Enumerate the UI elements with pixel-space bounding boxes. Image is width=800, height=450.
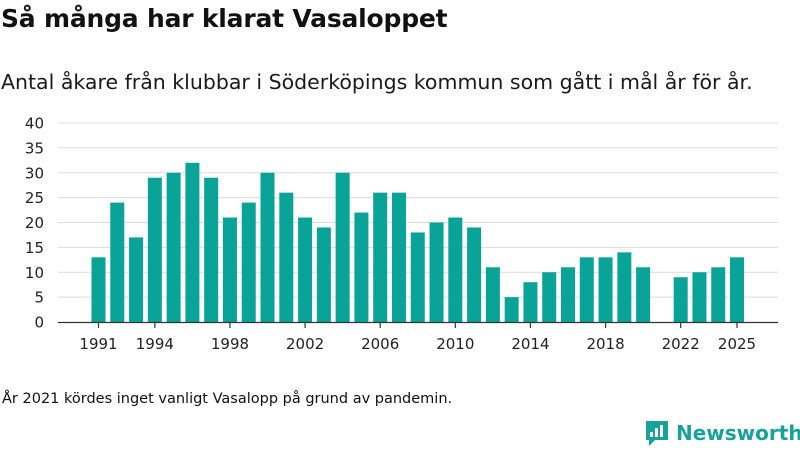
bar-1998[interactable]	[222, 217, 237, 322]
bar-2023[interactable]	[692, 272, 707, 322]
bar-1996[interactable]	[185, 162, 200, 322]
x-tick-label: 2002	[286, 335, 324, 353]
page-title: Så många har klarat Vasaloppet	[1, 4, 448, 33]
bar-2008[interactable]	[410, 232, 425, 322]
newsworthy-logo-icon	[646, 421, 668, 446]
bar-1999[interactable]	[241, 202, 256, 322]
y-tick-label: 15	[25, 239, 44, 257]
y-tick-label: 20	[25, 214, 44, 232]
bar-2014[interactable]	[523, 282, 538, 322]
bar-2006[interactable]	[373, 192, 388, 322]
bar-1994[interactable]	[147, 177, 162, 322]
bar-2025[interactable]	[730, 257, 745, 322]
bar-2013[interactable]	[504, 297, 519, 322]
x-tick-label: 2018	[586, 335, 624, 353]
newsworthy-logo[interactable]: Newsworthy	[644, 419, 800, 447]
bar-2003[interactable]	[316, 227, 331, 322]
bar-2019[interactable]	[617, 252, 632, 322]
footnote: År 2021 kördes inget vanligt Vasalopp på…	[2, 391, 453, 407]
x-tick-label: 1998	[211, 335, 249, 353]
x-tick-label: 1994	[136, 335, 174, 353]
y-tick-label: 5	[34, 289, 44, 307]
bar-2002[interactable]	[298, 217, 313, 322]
bar-1997[interactable]	[204, 177, 219, 322]
bar-2015[interactable]	[542, 272, 557, 322]
bar-2016[interactable]	[561, 267, 575, 322]
y-tick-label: 25	[25, 189, 44, 207]
brand-name: Newsworthy	[676, 421, 800, 445]
y-tick-label: 35	[25, 139, 44, 157]
bar-1992[interactable]	[110, 202, 125, 322]
y-tick-label: 10	[25, 264, 44, 282]
bar-2022[interactable]	[673, 277, 688, 322]
x-tick-label: 2025	[718, 335, 756, 353]
bar-2004[interactable]	[335, 172, 350, 322]
x-tick-label: 2022	[662, 335, 700, 353]
bar-2017[interactable]	[579, 257, 594, 322]
bar-2024[interactable]	[711, 267, 726, 322]
bar-2010[interactable]	[448, 217, 463, 322]
bar-2007[interactable]	[391, 192, 406, 322]
bar-2011[interactable]	[467, 227, 482, 322]
chart-subtitle: Antal åkare från klubbar i Söderköpings …	[1, 70, 753, 94]
bar-2000[interactable]	[260, 172, 275, 322]
x-tick-label: 2010	[436, 335, 474, 353]
bar-1991[interactable]	[91, 257, 106, 322]
x-tick-label: 2014	[511, 335, 549, 353]
bar-2009[interactable]	[429, 222, 444, 323]
x-tick-label: 1991	[79, 335, 117, 353]
bar-1995[interactable]	[166, 172, 181, 322]
y-tick-label: 0	[34, 314, 44, 332]
bar-1993[interactable]	[129, 237, 144, 322]
bar-2012[interactable]	[485, 267, 500, 322]
bar-2018[interactable]	[598, 257, 613, 322]
bar-2001[interactable]	[279, 192, 294, 322]
x-tick-label: 2006	[361, 335, 399, 353]
y-tick-label: 40	[25, 115, 44, 133]
y-tick-label: 30	[25, 164, 44, 182]
bar-2005[interactable]	[354, 212, 369, 322]
bar-2020[interactable]	[636, 267, 651, 322]
